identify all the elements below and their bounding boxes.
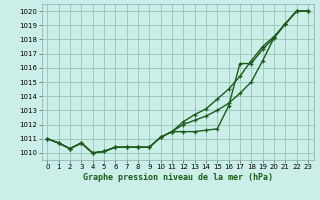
X-axis label: Graphe pression niveau de la mer (hPa): Graphe pression niveau de la mer (hPa): [83, 173, 273, 182]
